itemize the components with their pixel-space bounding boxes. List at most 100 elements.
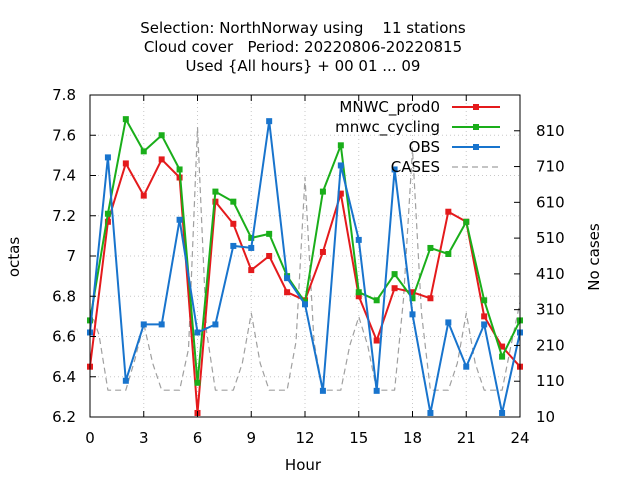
data-point	[463, 218, 470, 225]
y-tick-label: 6.4	[52, 368, 76, 386]
data-point	[266, 253, 273, 259]
data-point	[122, 377, 129, 384]
y-tick-label: 6.8	[52, 287, 76, 305]
y2-tick-label: 810	[536, 122, 565, 140]
x-tick-label: 24	[510, 429, 529, 447]
series-layer	[87, 116, 523, 416]
x-tick-label: 3	[139, 429, 149, 447]
data-point	[373, 297, 380, 304]
title-line-3: Used {All hours} + 00 01 ... 09	[186, 57, 421, 75]
data-point	[302, 301, 308, 308]
data-point	[391, 285, 398, 292]
data-point	[319, 248, 326, 255]
data-point	[158, 132, 165, 139]
x-axis-label: Hour	[285, 456, 322, 474]
data-point	[248, 267, 255, 274]
y2-tick-label: 410	[536, 265, 565, 283]
title-line-1: Selection: NorthNorway using 11 stations	[140, 19, 466, 37]
data-point	[284, 289, 291, 296]
series-line-cases	[89, 126, 521, 391]
data-point	[248, 234, 255, 241]
data-point	[355, 293, 362, 300]
data-point	[445, 319, 452, 326]
y-tick-label: 7.8	[52, 86, 76, 104]
data-point	[427, 409, 434, 416]
data-point	[337, 142, 344, 149]
data-point	[104, 154, 111, 161]
data-point	[319, 188, 326, 195]
data-point	[409, 311, 416, 318]
x-tick-label: 6	[193, 429, 203, 447]
data-point	[391, 166, 398, 173]
data-point	[373, 337, 380, 344]
data-point	[319, 387, 326, 394]
legend-marker	[473, 144, 479, 150]
data-point	[104, 210, 111, 217]
y-tick-label: 7.4	[52, 167, 76, 185]
x-tick-label: 15	[349, 429, 368, 447]
y-tick-label: 7	[66, 247, 76, 265]
y2-tick-label: 110	[536, 372, 565, 390]
data-point	[140, 148, 147, 155]
chart-title: Selection: NorthNorway using 11 stations…	[140, 19, 466, 75]
data-point	[337, 190, 344, 197]
data-point	[158, 156, 165, 163]
data-point	[409, 289, 416, 296]
data-point	[499, 353, 506, 360]
data-point	[499, 343, 506, 350]
data-point	[427, 295, 434, 302]
legend-label: CASES	[391, 158, 440, 176]
y2-tick-label: 510	[536, 229, 565, 247]
data-point	[391, 271, 398, 278]
data-point	[230, 242, 237, 249]
data-point	[104, 218, 111, 225]
data-point	[463, 363, 470, 370]
grid-lines	[90, 95, 520, 417]
data-point	[355, 289, 362, 296]
data-point	[481, 313, 488, 320]
x-tick-label: 9	[246, 429, 256, 447]
data-point	[122, 116, 129, 123]
data-point	[499, 409, 506, 416]
data-point	[337, 162, 344, 169]
title-line-2: Cloud cover Period: 20220806-20220815	[144, 38, 462, 56]
y-tick-label: 7.6	[52, 126, 76, 144]
axis-ticks: 0 3 6 9 12 15 18 21 24 6.2 6.4 6.6 6.8 7 7.2 7.4 7.6 7.8 1…	[52, 86, 565, 447]
data-point	[176, 166, 183, 173]
data-point	[230, 198, 237, 205]
y2-axis-label: No cases	[585, 223, 603, 291]
data-point	[355, 236, 362, 243]
data-point	[445, 208, 452, 215]
y2-tick-label: 10	[536, 408, 555, 426]
data-point	[427, 244, 434, 251]
data-point	[445, 250, 452, 257]
data-point	[212, 188, 219, 195]
data-point	[266, 230, 273, 237]
data-point	[140, 321, 147, 328]
data-point	[266, 118, 273, 125]
legend-marker	[473, 104, 479, 110]
data-point	[140, 192, 147, 199]
data-point	[481, 297, 488, 304]
y2-tick-label: 710	[536, 158, 565, 176]
x-tick-label: 0	[85, 429, 95, 447]
data-point	[122, 160, 129, 167]
data-point	[212, 321, 219, 328]
y2-tick-label: 310	[536, 301, 565, 319]
data-point	[158, 321, 165, 328]
data-point	[248, 244, 255, 251]
data-point	[194, 329, 201, 336]
legend-label: MNWC_prod0	[339, 98, 440, 117]
x-tick-label: 12	[295, 429, 314, 447]
y-axis-label: octas	[5, 237, 23, 277]
data-point	[409, 295, 416, 302]
x-tick-label: 21	[457, 429, 476, 447]
y-tick-label: 7.2	[52, 207, 76, 225]
data-point	[373, 387, 380, 394]
legend-label: OBS	[409, 138, 440, 156]
data-point	[230, 220, 237, 227]
y-tick-label: 6.2	[52, 408, 76, 426]
x-tick-label: 18	[403, 429, 422, 447]
